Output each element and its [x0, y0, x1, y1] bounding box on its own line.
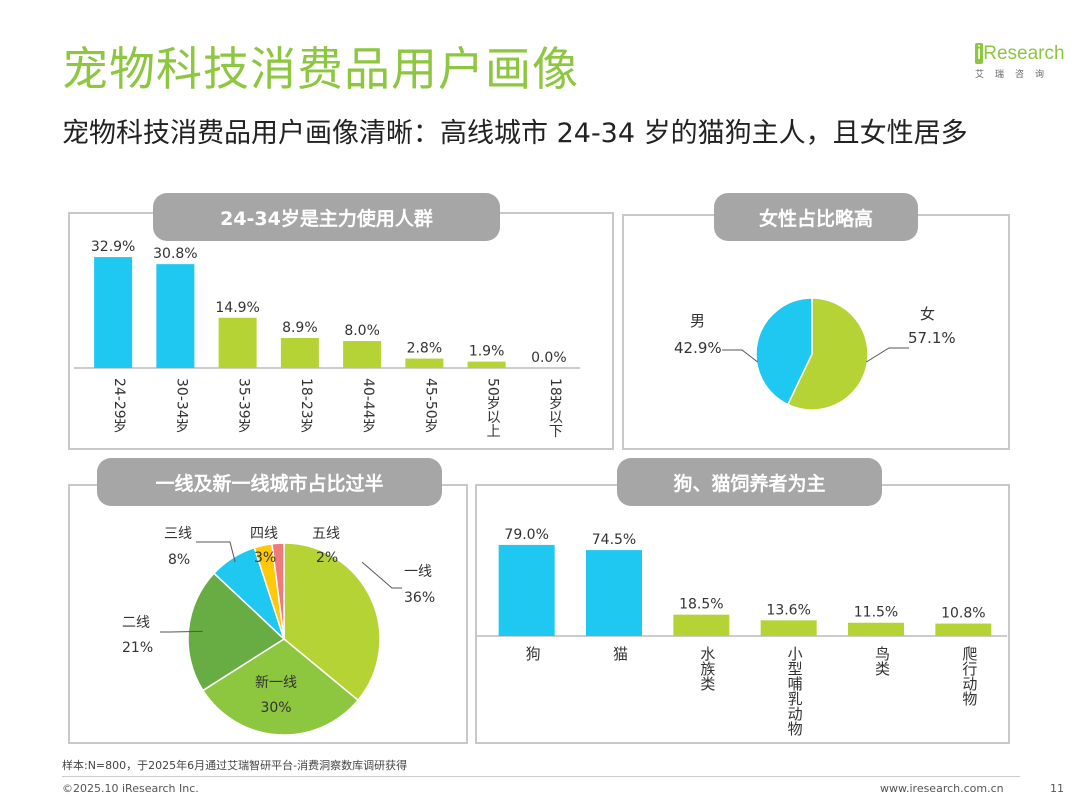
value-label-2: 74.5% — [592, 532, 636, 548]
bar-1 — [498, 544, 555, 636]
tier5-value-label: 2% — [316, 550, 338, 566]
age-panel-title: 24-34岁是主力使用人群 — [153, 193, 500, 241]
category-label-8: 18岁以下 — [547, 378, 563, 438]
bar-5 — [848, 622, 904, 636]
website-url: www.iresearch.com.cn — [880, 782, 1004, 795]
sample-note: 样本:N=800，于2025年6月通过艾瑞智研平台-消费洞察数库调研获得 — [62, 759, 408, 772]
copyright: ©2025.10 iResearch Inc. — [62, 782, 199, 795]
category-label-2: 30-34岁 — [173, 378, 189, 433]
pie-slice-3 — [187, 572, 286, 692]
bar-7 — [467, 361, 506, 368]
category-label-4: 18-23岁 — [298, 378, 314, 433]
new-tier1-label: 新一线 — [255, 675, 297, 691]
age-bar-chart: 32.9% 24-29岁 30.8% 30-34岁 14.9% 35-39岁 8.9% 18-… — [74, 239, 580, 438]
iresearch-logo: i Research 艾瑞咨询 — [975, 43, 1065, 89]
value-label-1: 79.0% — [504, 527, 548, 543]
logo-cn-text: 艾瑞咨询 — [975, 70, 1056, 80]
city-panel: 一线 36% 新一线 30% 二线 21% 三线 8% 四线 3% 五线 2% — [68, 484, 468, 744]
page-number: 11 — [1050, 782, 1064, 795]
bar-4 — [760, 620, 817, 636]
leader-line-tier2 — [160, 630, 203, 633]
tier1-label: 一线 — [404, 564, 432, 580]
age-panel: 32.9% 24-29岁 30.8% 30-34岁 14.9% 35-39岁 8.9% 18-… — [68, 212, 614, 450]
category-label-1: 狗 — [524, 646, 542, 662]
tier2-label: 二线 — [122, 615, 150, 631]
gender-panel: 女 57.1% 男 42.9% — [622, 214, 1010, 450]
pet-panel: 79.0% 狗 74.5% 猫 18.5% 水族类 13.6% 小型哺乳动物 11.5% 鸟类 10… — [475, 484, 1010, 744]
category-label-3: 35-39岁 — [236, 378, 252, 433]
gender-pie-chart: 女 57.1% 男 42.9% — [674, 297, 956, 411]
page-subtitle: 宠物科技消费品用户画像清晰：高线城市 24-34 岁的猫狗主人，且女性居多 — [62, 118, 968, 149]
bar-6 — [405, 358, 444, 368]
value-label-4: 8.9% — [282, 320, 318, 336]
category-label-5: 40-44岁 — [360, 378, 376, 433]
bar-3 — [218, 317, 257, 368]
tier1-value-label: 36% — [404, 590, 435, 606]
page-title: 宠物科技消费品用户画像 — [62, 42, 579, 96]
value-label-2: 30.8% — [153, 246, 197, 262]
city-panel-title: 一线及新一线城市占比过半 — [97, 458, 442, 506]
category-label-4: 小型哺乳动物 — [786, 646, 804, 737]
category-label-2: 猫 — [611, 646, 629, 662]
category-label-6: 爬行动物 — [960, 646, 978, 707]
value-label-3: 14.9% — [215, 300, 259, 316]
pie-slice-1 — [283, 542, 381, 702]
leader-line-female — [866, 347, 909, 363]
value-label-1: 32.9% — [91, 239, 135, 255]
gender-panel-title: 女性占比略高 — [714, 193, 918, 241]
pet-panel-title: 狗、猫饲养者为主 — [617, 458, 882, 506]
female-value-label: 57.1% — [908, 329, 956, 347]
value-label-6: 10.8% — [941, 606, 985, 622]
tier2-value-label: 21% — [122, 640, 153, 656]
value-label-4: 13.6% — [766, 602, 810, 618]
value-label-5: 11.5% — [854, 605, 898, 621]
pie-slice-6 — [271, 542, 285, 640]
pet-bar-chart: 79.0% 狗 74.5% 猫 18.5% 水族类 13.6% 小型哺乳动物 11.5% 鸟类 10… — [477, 527, 1007, 737]
pie-slice-2 — [201, 638, 360, 736]
bar-1 — [94, 257, 133, 368]
new-tier1-value-label: 30% — [260, 700, 291, 716]
leader-line-tier1 — [361, 561, 402, 589]
bar-4 — [280, 337, 319, 368]
pie-slice-1 — [786, 297, 869, 411]
value-label-3: 18.5% — [679, 597, 723, 613]
pie-slice-2 — [755, 297, 813, 406]
logo-brand: i Research — [975, 43, 1065, 64]
male-value-label: 42.9% — [674, 339, 722, 357]
bar-3 — [673, 614, 730, 636]
bar-2 — [586, 550, 642, 636]
bar-5 — [343, 341, 382, 368]
footer-divider — [62, 776, 1020, 777]
category-label-1: 24-29岁 — [111, 378, 127, 433]
leader-line-male — [722, 349, 758, 363]
male-label: 男 — [690, 312, 705, 330]
category-label-6: 45-50岁 — [422, 378, 438, 433]
category-label-5: 鸟类 — [873, 646, 891, 676]
value-label-7: 1.9% — [469, 344, 505, 360]
tier4-value-label: 3% — [254, 550, 276, 566]
tier3-value-label: 8% — [168, 552, 190, 568]
female-label: 女 — [920, 305, 935, 323]
tier4-label: 四线 — [250, 526, 278, 542]
city-pie-chart: 一线 36% 新一线 30% 二线 21% 三线 8% 四线 3% 五线 2% — [122, 526, 435, 736]
leader-line-tier3 — [196, 541, 236, 563]
bar-6 — [935, 623, 992, 636]
value-label-6: 2.8% — [407, 341, 443, 357]
category-label-3: 水族类 — [698, 646, 716, 691]
tier3-label: 三线 — [164, 526, 192, 542]
tier5-label: 五线 — [312, 526, 340, 542]
category-label-7: 50岁以上 — [485, 378, 501, 438]
bar-2 — [156, 264, 195, 368]
value-label-5: 8.0% — [344, 323, 380, 339]
value-label-8: 0.0% — [531, 350, 567, 366]
